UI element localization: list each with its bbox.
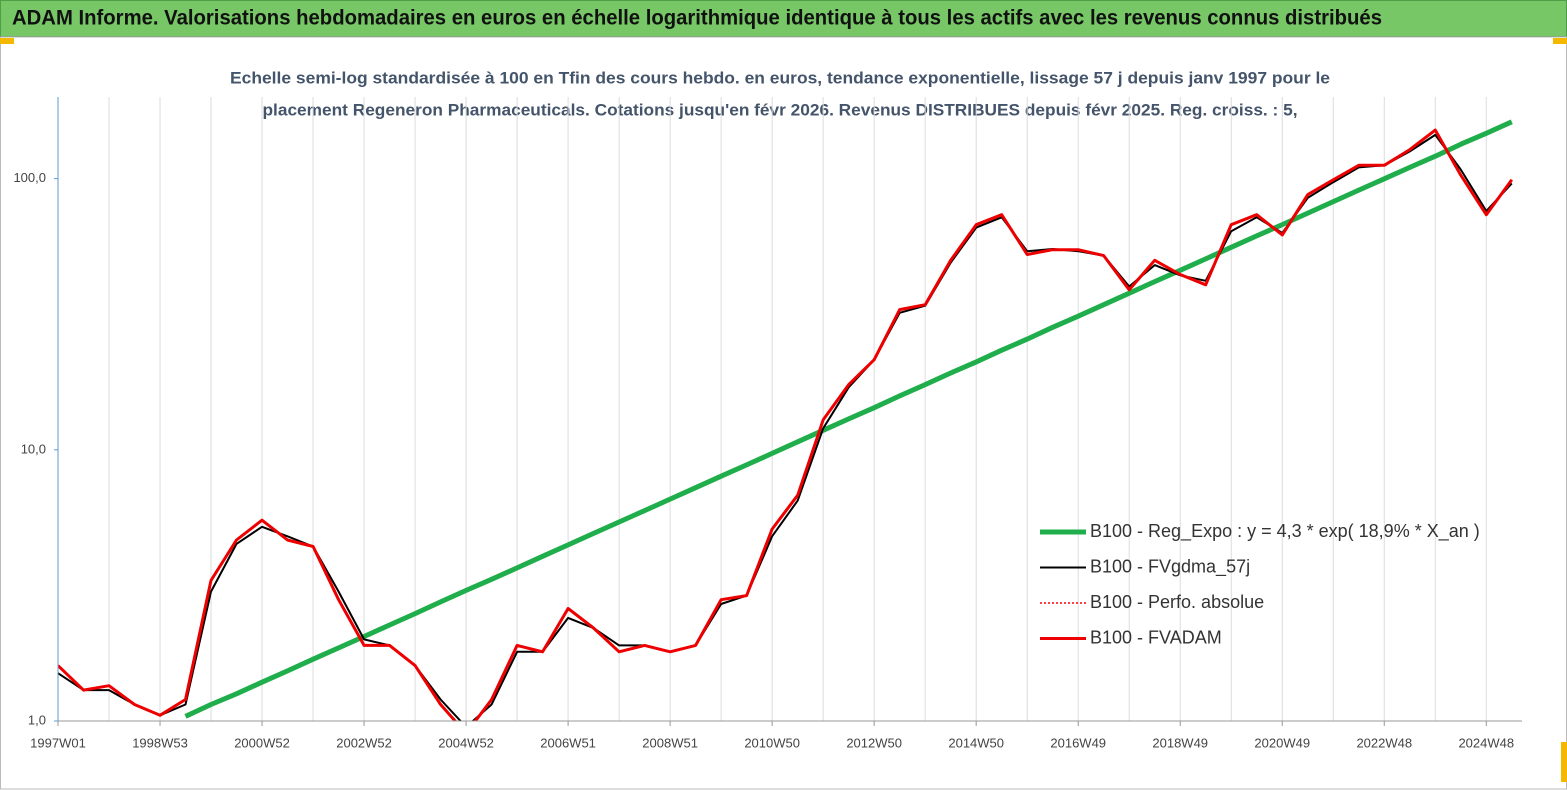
- x-tick-label: 2020W49: [1254, 735, 1310, 750]
- x-tick-label: 2016W49: [1050, 735, 1106, 750]
- x-tick-label: 2018W49: [1152, 735, 1208, 750]
- x-tick-label: 1998W53: [132, 735, 188, 750]
- corner: [0, 38, 14, 44]
- legend-label: B100 - Reg_Expo : y = 4,3 * exp( 18,9% *…: [1090, 521, 1480, 542]
- chart-subtitle: placement Regeneron Pharmaceuticals. Cot…: [263, 100, 1298, 119]
- legend-label: B100 - FVgdma_57j: [1090, 556, 1250, 577]
- x-tick-label: 2002W52: [336, 735, 392, 750]
- series-line: [58, 128, 1514, 721]
- x-tick-label: 2008W51: [642, 735, 698, 750]
- x-tick-label: 2022W48: [1356, 735, 1412, 750]
- corner: [1553, 38, 1567, 44]
- x-tick-label: 1997W01: [30, 735, 86, 750]
- x-tick-label: 2006W51: [540, 735, 596, 750]
- x-tick-label: 2024W48: [1458, 735, 1514, 750]
- x-tick-label: 2010W50: [744, 735, 800, 750]
- y-tick-label: 100,0: [13, 170, 46, 185]
- legend-label: B100 - Perfo. absolue: [1090, 592, 1264, 612]
- header-title: ADAM Informe. Valorisations hebdomadaire…: [12, 7, 1382, 30]
- header-bar: [0, 0, 1567, 37]
- y-tick-label: 1,0: [28, 712, 46, 727]
- x-tick-label: 2004W52: [438, 735, 494, 750]
- corner: [1561, 742, 1567, 782]
- legend-label: B100 - FVADAM: [1090, 627, 1222, 647]
- chart-subtitle: Echelle semi-log standardisée à 100 en T…: [230, 68, 1330, 87]
- x-tick-label: 2000W52: [234, 735, 290, 750]
- x-tick-label: 2014W50: [948, 735, 1004, 750]
- x-tick-label: 2012W50: [846, 735, 902, 750]
- y-tick-label: 10,0: [21, 441, 46, 456]
